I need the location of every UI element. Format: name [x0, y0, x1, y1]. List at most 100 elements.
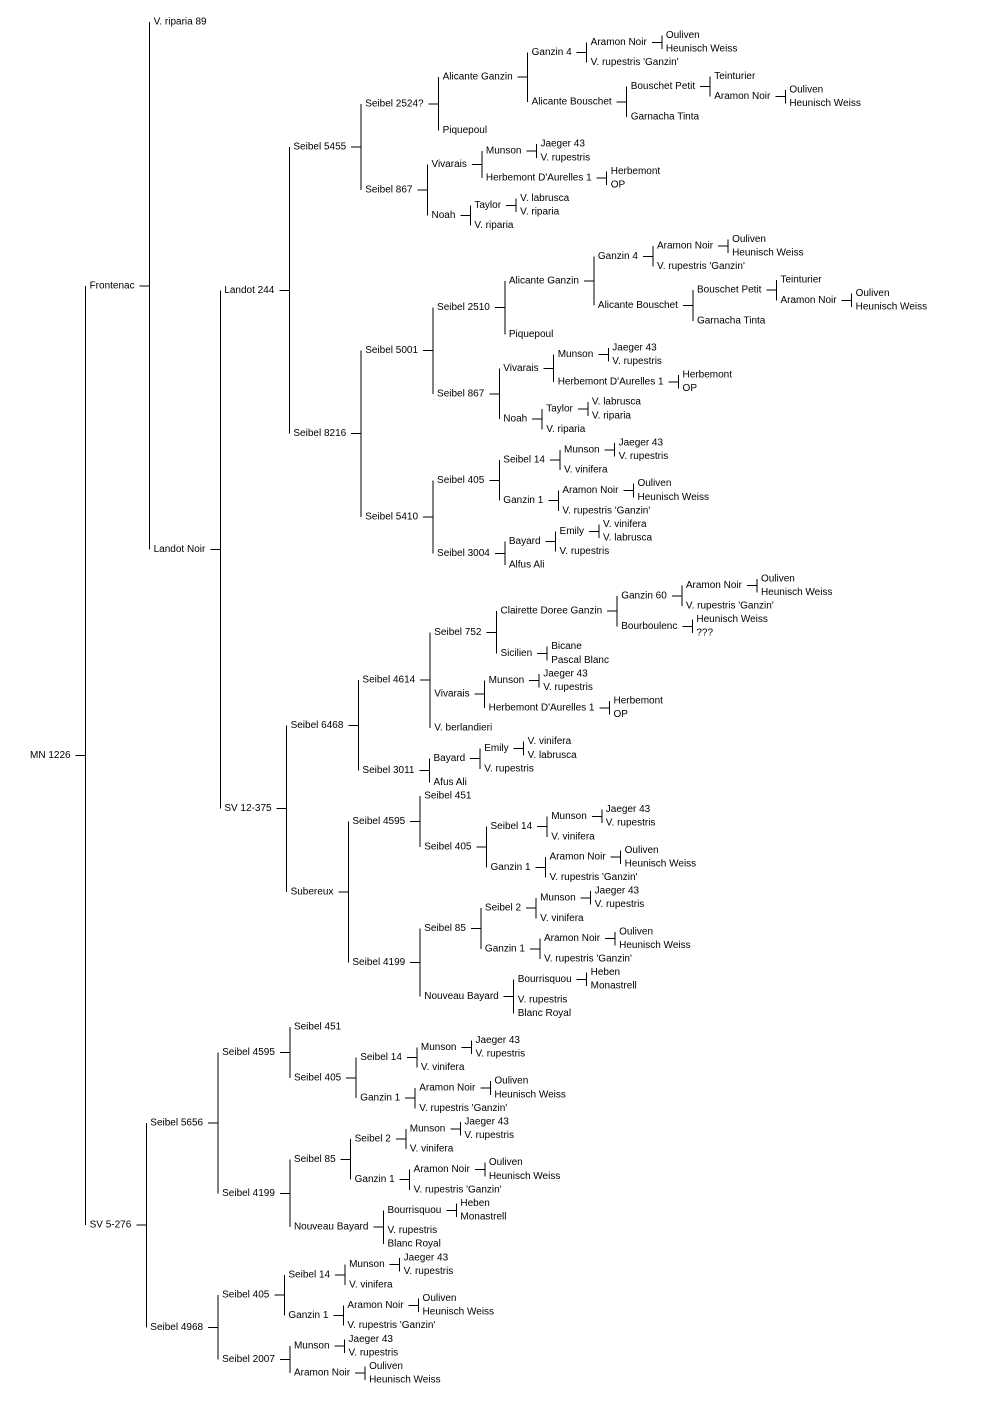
node-v-vinifera: V. vinifera: [421, 1062, 465, 1073]
node-nouveau-bayard: Nouveau Bayard: [424, 991, 499, 1002]
node-alicante-bouschet: Alicante Bouschet: [532, 96, 612, 107]
node-munson: Munson: [421, 1042, 457, 1053]
node-v-rupestris: V. rupestris: [387, 1225, 437, 1236]
node-seibel-405: Seibel 405: [424, 841, 472, 852]
node-seibel-4614: Seibel 4614: [362, 675, 415, 686]
node-herbemont: Herbemont: [611, 166, 661, 177]
node-seibel-2524: Seibel 2524?: [365, 98, 424, 109]
node-heunisch-weiss: Heunisch Weiss: [637, 492, 709, 503]
node-v-rupestris: V. rupestris: [560, 546, 610, 557]
node-ouliven: Ouliven: [619, 926, 653, 937]
node-herbemont-d-aurelles-1: Herbemont D'Aurelles 1: [489, 702, 595, 713]
node-seibel-405: Seibel 405: [437, 475, 485, 486]
node-pascal-blanc: Pascal Blanc: [551, 655, 609, 666]
node-v-rupestris-ganzin: V. rupestris 'Ganzin': [591, 57, 679, 68]
node-sicilien: Sicilien: [501, 648, 533, 659]
node-munson: Munson: [349, 1259, 385, 1270]
node-v-rupestris: V. rupestris: [619, 451, 669, 462]
node-seibel-4968: Seibel 4968: [150, 1322, 203, 1333]
node-ganzin-1: Ganzin 1: [355, 1174, 395, 1185]
node-v-rupestris-ganzin: V. rupestris 'Ganzin': [419, 1103, 507, 1114]
node-ouliven: Ouliven: [789, 84, 823, 95]
node-unknown: ???: [696, 628, 713, 639]
node-jaeger-43: Jaeger 43: [595, 886, 640, 897]
node-v-rupestris: V. rupestris: [543, 682, 593, 693]
node-ganzin-1: Ganzin 1: [490, 862, 530, 873]
node-vivarais: Vivarais: [431, 159, 466, 170]
node-v-rupestris: V. rupestris: [540, 152, 590, 163]
node-seibel-14: Seibel 14: [503, 454, 545, 465]
node-v-rupestris-ganzin: V. rupestris 'Ganzin': [686, 600, 774, 611]
node-heunisch-weiss: Heunisch Weiss: [789, 98, 861, 109]
node-seibel-451: Seibel 451: [294, 1021, 342, 1032]
node-v-rupestris: V. rupestris: [484, 763, 534, 774]
node-seibel-4199: Seibel 4199: [222, 1188, 275, 1199]
node-subereux: Subereux: [291, 886, 334, 897]
node-op: OP: [611, 179, 626, 190]
node-v-rupestris-ganzin: V. rupestris 'Ganzin': [544, 954, 632, 965]
node-mn-1226: MN 1226: [30, 750, 71, 761]
node-v-labrusca: V. labrusca: [592, 397, 642, 408]
node-v-vinifera: V. vinifera: [528, 736, 572, 747]
node-munson: Munson: [294, 1341, 330, 1352]
node-v-labrusca: V. labrusca: [528, 750, 578, 761]
node-aramon-noir: Aramon Noir: [414, 1164, 471, 1175]
node-v-rupestris-ganzin: V. rupestris 'Ganzin': [657, 261, 745, 272]
node-heunisch-weiss: Heunisch Weiss: [423, 1307, 495, 1318]
node-munson: Munson: [410, 1123, 446, 1134]
node-v-rupestris: V. rupestris: [518, 994, 568, 1005]
node-heunisch-weiss: Heunisch Weiss: [489, 1171, 561, 1182]
node-heunisch-weiss: Heunisch Weiss: [732, 247, 804, 258]
node-v-vinifera: V. vinifera: [564, 465, 608, 476]
node-heunisch-weiss: Heunisch Weiss: [666, 44, 738, 55]
node-alicante-ganzin: Alicante Ganzin: [509, 275, 579, 286]
node-seibel-14: Seibel 14: [288, 1269, 330, 1280]
node-piquepoul: Piquepoul: [509, 329, 553, 340]
node-aramon-noir: Aramon Noir: [714, 91, 771, 102]
node-v-riparia: V. riparia: [546, 424, 586, 435]
node-ouliven: Ouliven: [369, 1361, 403, 1372]
node-v-riparia: V. riparia: [592, 410, 632, 421]
node-v-rupestris: V. rupestris: [612, 356, 662, 367]
node-herbemont-d-aurelles-1: Herbemont D'Aurelles 1: [486, 173, 592, 184]
node-landot-noir: Landot Noir: [154, 544, 206, 555]
node-sv-5-276: SV 5-276: [90, 1220, 132, 1231]
node-seibel-85: Seibel 85: [294, 1154, 336, 1165]
node-piquepoul: Piquepoul: [443, 125, 487, 136]
node-teinturier: Teinturier: [780, 275, 822, 286]
node-aramon-noir: Aramon Noir: [294, 1368, 351, 1379]
node-bourrisquou: Bourrisquou: [387, 1205, 441, 1216]
node-bouschet-petit: Bouschet Petit: [697, 285, 762, 296]
node-aramon-noir: Aramon Noir: [562, 485, 619, 496]
node-ouliven: Ouliven: [856, 288, 890, 299]
node-bayard: Bayard: [509, 536, 541, 547]
node-seibel-405: Seibel 405: [294, 1072, 342, 1083]
node-ouliven: Ouliven: [423, 1293, 457, 1304]
node-v-riparia-89: V. riparia 89: [154, 17, 207, 28]
node-seibel-2007: Seibel 2007: [222, 1354, 275, 1365]
node-v-berlandieri: V. berlandieri: [434, 723, 492, 734]
node-ouliven: Ouliven: [489, 1157, 523, 1168]
node-aramon-noir: Aramon Noir: [591, 37, 648, 48]
node-emily: Emily: [484, 743, 508, 754]
node-seibel-14: Seibel 14: [490, 821, 532, 832]
node-ganzin-4: Ganzin 4: [532, 47, 572, 58]
node-op: OP: [683, 383, 698, 394]
node-ganzin-4: Ganzin 4: [598, 251, 638, 262]
node-herbemont-d-aurelles-1: Herbemont D'Aurelles 1: [558, 376, 664, 387]
node-monastrell: Monastrell: [460, 1212, 506, 1223]
node-ouliven: Ouliven: [666, 30, 700, 41]
node-seibel-2510: Seibel 2510: [437, 302, 490, 313]
node-sv-12-375: SV 12-375: [224, 803, 272, 814]
node-v-vinifera: V. vinifera: [603, 519, 647, 530]
node-v-rupestris-ganzin: V. rupestris 'Ganzin': [550, 872, 638, 883]
node-v-rupestris: V. rupestris: [349, 1347, 399, 1358]
node-vivarais: Vivarais: [503, 363, 538, 374]
node-aramon-noir: Aramon Noir: [780, 295, 837, 306]
node-jaeger-43: Jaeger 43: [404, 1252, 449, 1263]
node-seibel-867: Seibel 867: [365, 185, 413, 196]
node-heunisch-weiss: Heunisch Weiss: [856, 302, 928, 313]
node-seibel-5656: Seibel 5656: [150, 1117, 203, 1128]
node-taylor: Taylor: [546, 404, 573, 415]
node-ganzin-60: Ganzin 60: [621, 590, 667, 601]
